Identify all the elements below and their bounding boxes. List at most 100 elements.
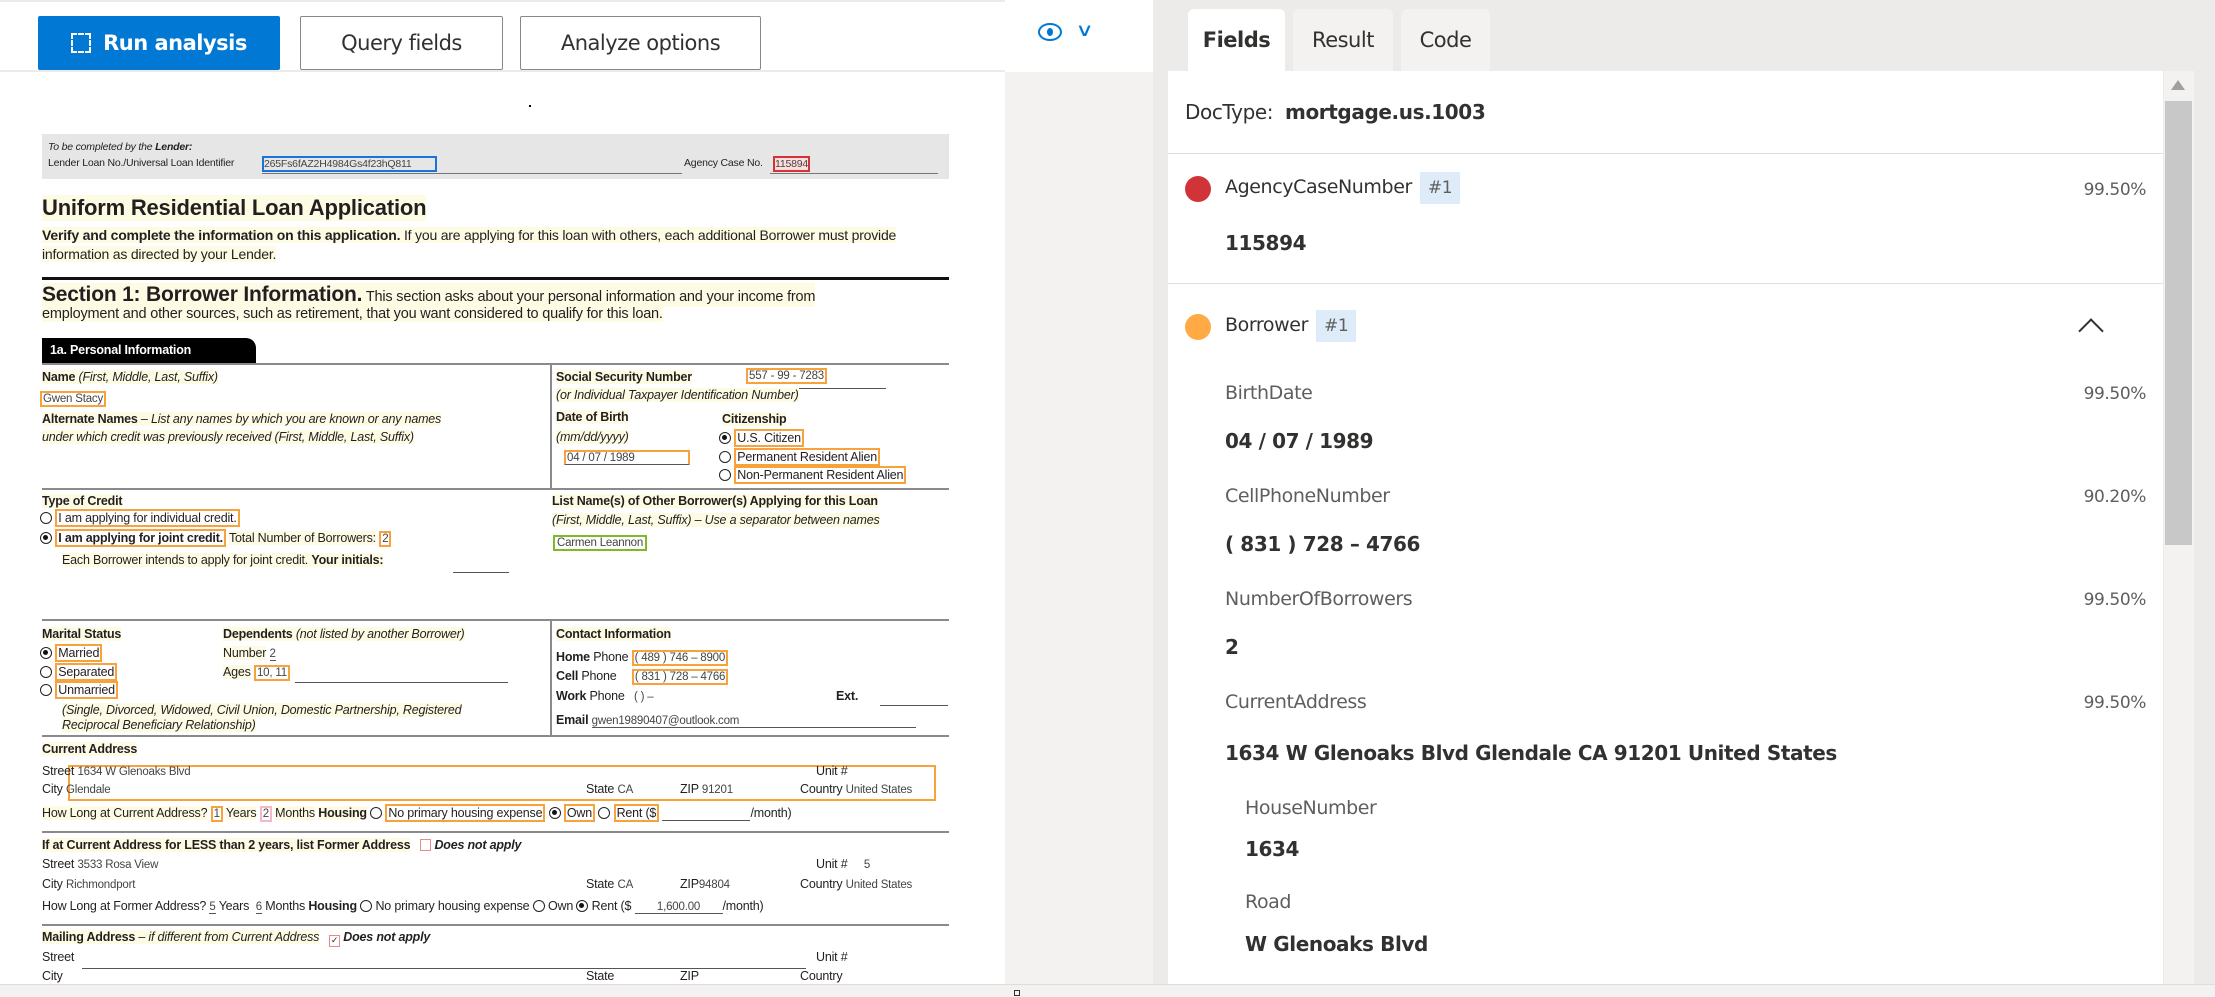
credit-type-label: Type of Credit: [42, 494, 123, 508]
column-divider: [550, 363, 552, 489]
personal-info-label: 1a. Personal Information: [50, 343, 192, 357]
viewer-gutter: [1005, 72, 1153, 984]
marital-option-married[interactable]: Married: [40, 644, 103, 662]
for-unit: Unit # 5: [816, 857, 871, 871]
lender-loan-underline: [262, 173, 682, 174]
rule: [42, 831, 949, 833]
agency-field-name[interactable]: AgencyCaseNumber #1: [1225, 172, 1461, 204]
run-analysis-button[interactable]: Run analysis: [38, 16, 280, 70]
birthdate-label: BirthDate: [1225, 382, 1313, 404]
mail-street-line[interactable]: [82, 968, 806, 969]
dob-label: Date of Birth: [556, 410, 629, 424]
scan-icon: [71, 33, 92, 53]
radio-icon[interactable]: [532, 900, 545, 912]
credit-option-joint[interactable]: I am applying for joint credit. Total Nu…: [40, 529, 392, 547]
for-street-row: Street 3533 Rosa View: [42, 857, 159, 871]
current-address-value: 1634 W Glenoaks Blvd Glendale CA 91201 U…: [1225, 741, 1837, 765]
work-phone-row: Work Phone ( ) –: [556, 689, 654, 703]
other-borrowers-label: List Name(s) of Other Borrower(s) Applyi…: [552, 494, 878, 508]
chevron-down-icon[interactable]: ∨: [1075, 20, 1094, 40]
joint-note: Each Borrower intends to apply for joint…: [62, 553, 384, 567]
other-borrowers-value[interactable]: Carmen Leannon: [553, 535, 648, 551]
rule: [42, 924, 949, 926]
radio-icon[interactable]: [360, 900, 373, 912]
checkbox-checked-icon[interactable]: ✓: [329, 935, 341, 947]
citizenship-label: Citizenship: [722, 412, 787, 426]
citizenship-option-permanent[interactable]: Permanent Resident Alien: [719, 448, 881, 466]
radio-icon[interactable]: [40, 666, 52, 678]
radio-icon[interactable]: [719, 469, 731, 481]
radio-selected-icon[interactable]: [576, 900, 589, 912]
marital-option-separated[interactable]: Separated: [40, 663, 118, 681]
horizontal-scrollbar[interactable]: [0, 984, 2215, 997]
radio-icon[interactable]: [598, 807, 611, 819]
citizenship-option-us[interactable]: U.S. Citizen: [719, 429, 804, 447]
doctype-row: DocType: mortgage.us.1003: [1185, 100, 1486, 124]
mail-country-label: Country: [800, 969, 843, 983]
radio-icon[interactable]: [719, 451, 731, 463]
dob-hint: (mm/dd/yyyy): [556, 430, 629, 444]
dependents-label: Dependents (not listed by another Borrow…: [223, 627, 465, 641]
house-number-label: HouseNumber: [1245, 797, 1377, 819]
lender-loan-value[interactable]: 265Fs6fAZ2H4984Gs4f23hQ811: [262, 156, 437, 172]
dob-value[interactable]: 04 / 07 / 1989: [564, 450, 690, 465]
ext-label: Ext.: [836, 689, 859, 703]
section-rule: [42, 277, 949, 280]
cur-city-row: City Glendale: [42, 782, 111, 796]
query-fields-button[interactable]: Query fields: [300, 16, 503, 70]
radio-selected-icon[interactable]: [719, 432, 731, 444]
ssn-label: Social Security Number: [556, 370, 692, 384]
mail-unit-label: Unit #: [816, 950, 848, 964]
divider: [1168, 283, 2163, 284]
scroll-up-icon[interactable]: [2171, 80, 2185, 90]
name-value[interactable]: Gwen Stacy: [40, 391, 106, 407]
dependents-ages: Ages 10, 11: [223, 665, 290, 681]
birthdate-confidence: 99.50%: [2083, 384, 2147, 404]
ssn-underline: [716, 388, 886, 389]
marital-hint-2: Reciprocal Beneficiary Relationship): [62, 718, 256, 732]
personal-info-tab: [42, 338, 256, 364]
checkbox-icon[interactable]: [420, 839, 432, 851]
analyze-options-button[interactable]: Analyze options: [520, 16, 761, 70]
radio-icon[interactable]: [370, 807, 383, 819]
radio-icon[interactable]: [40, 512, 52, 524]
radio-selected-icon[interactable]: [40, 647, 52, 659]
mailing-address-label: Mailing Address – if different from Curr…: [42, 930, 431, 947]
radio-selected-icon[interactable]: [548, 807, 561, 819]
mail-state-label: State: [586, 969, 615, 983]
ssn-hint: (or Individual Taxpayer Identification N…: [556, 388, 799, 402]
citizenship-option-nonpermanent[interactable]: Non-Permanent Resident Alien: [719, 466, 907, 484]
marital-status-label: Marital Status: [42, 627, 122, 641]
scrollbar-thumb[interactable]: [2165, 101, 2192, 545]
contact-info-label: Contact Information: [556, 627, 671, 641]
marital-hint: (Single, Divorced, Widowed, Civil Union,…: [62, 703, 462, 717]
eye-icon[interactable]: [1038, 23, 1062, 41]
marital-option-unmarried[interactable]: Unmarried: [40, 681, 118, 699]
agency-case-value[interactable]: 115894: [773, 156, 811, 172]
for-state: State CA: [586, 877, 634, 891]
mail-city-label: City: [42, 969, 63, 983]
mail-street-label: Street: [42, 950, 75, 964]
current-address-highlight[interactable]: [68, 765, 936, 801]
tab-result[interactable]: Result: [1293, 9, 1393, 71]
cellphone-value: ( 831 ) 728 – 4766: [1225, 532, 1421, 556]
rule: [42, 735, 949, 737]
ext-underline[interactable]: [880, 705, 948, 706]
tab-fields[interactable]: Fields: [1188, 9, 1285, 71]
dependents-number: Number 2: [223, 646, 276, 661]
road-value: W Glenoaks Blvd: [1245, 932, 1428, 956]
rule: [42, 619, 949, 621]
splitter-handle[interactable]: [1014, 990, 1020, 996]
ssn-value[interactable]: 557 - 99 - 7283: [746, 368, 828, 384]
tab-code[interactable]: Code: [1401, 9, 1490, 71]
borrower-field-name[interactable]: Borrower #1: [1225, 310, 1357, 342]
verify-line: Verify and complete the information on t…: [42, 227, 897, 243]
credit-option-individual[interactable]: I am applying for individual credit.: [40, 509, 240, 527]
initials-line[interactable]: [453, 572, 509, 573]
radio-icon[interactable]: [40, 684, 52, 696]
agency-case-underline: [770, 173, 938, 174]
current-address-label: Current Address: [42, 742, 138, 756]
cellphone-confidence: 90.20%: [2083, 487, 2147, 507]
current-address-confidence: 99.50%: [2083, 693, 2147, 713]
radio-selected-icon[interactable]: [40, 532, 52, 544]
